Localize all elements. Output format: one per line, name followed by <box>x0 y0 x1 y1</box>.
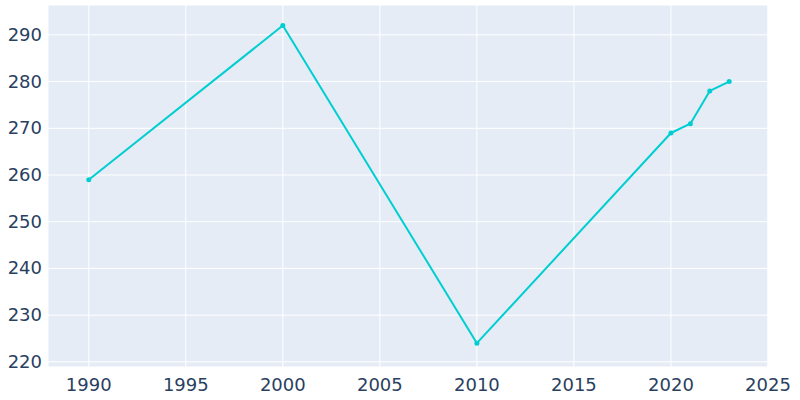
line <box>89 26 729 344</box>
marker <box>280 23 285 28</box>
plot-frame <box>48 5 768 367</box>
x-grid <box>573 5 574 367</box>
x-tick-label: 2005 <box>357 374 403 395</box>
x-tick-label: 2020 <box>648 374 694 395</box>
series <box>86 23 731 346</box>
y-tick-label: 260 <box>8 164 42 185</box>
marker <box>727 79 732 84</box>
marker <box>86 177 91 182</box>
marker <box>474 341 479 346</box>
x-tick-label: 1995 <box>163 374 209 395</box>
y-tick-label: 270 <box>8 117 42 138</box>
y-tick-label: 220 <box>8 351 42 372</box>
x-tick-label: 2015 <box>551 374 597 395</box>
y-grid <box>48 128 768 129</box>
x-tick-label: 1990 <box>66 374 112 395</box>
x-grid <box>185 5 186 367</box>
y-grid <box>48 34 768 35</box>
y-grid <box>48 81 768 82</box>
x-grid <box>670 5 671 367</box>
y-grid <box>48 361 768 362</box>
x-tick-label: 2025 <box>745 374 791 395</box>
y-grid <box>48 175 768 176</box>
y-tick-label: 250 <box>8 211 42 232</box>
y-tick-label: 290 <box>8 24 42 45</box>
y-tick-label: 230 <box>8 304 42 325</box>
marker <box>668 130 673 135</box>
marker <box>688 121 693 126</box>
x-tick-label: 2000 <box>260 374 306 395</box>
x-grid <box>282 5 283 367</box>
x-grid <box>476 5 477 367</box>
y-grid <box>48 315 768 316</box>
y-grid <box>48 268 768 269</box>
y-grid <box>48 221 768 222</box>
marker <box>707 88 712 93</box>
y-tick-label: 280 <box>8 71 42 92</box>
plot-area <box>48 5 768 367</box>
x-tick-label: 2010 <box>454 374 500 395</box>
x-grid <box>88 5 89 367</box>
chart: 220 230 240 250 260 270 280 290 1990 1995 2000 2005… <box>0 0 800 400</box>
y-tick-label: 240 <box>8 257 42 278</box>
